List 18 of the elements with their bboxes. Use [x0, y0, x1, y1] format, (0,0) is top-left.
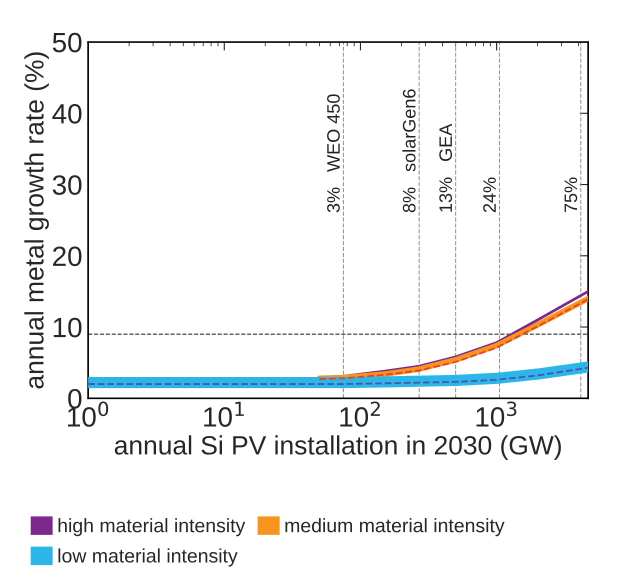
x-tick-label: 10$^{1}$ — [204, 402, 244, 427]
y-tick-label: 20 — [53, 246, 82, 266]
annotation: 3% WEO 450 — [327, 94, 340, 212]
x-tick-label: 10$^{2}$ — [340, 401, 380, 427]
annotation: 75% — [564, 178, 578, 212]
y-tick-label: 40 — [52, 104, 82, 124]
annotation: 24% — [483, 178, 496, 212]
y-tick-label: 30 — [52, 175, 82, 195]
annotation: 8% solarGen6 — [402, 89, 416, 212]
y-tick-label: 50 — [52, 32, 82, 52]
y-tick-label: 10 — [54, 318, 82, 338]
legend-label: high material intensity — [58, 518, 246, 536]
x-tick-label: 10$^{3}$ — [476, 401, 516, 427]
y-axis-title: annual metal growth rate (%) — [24, 52, 49, 388]
x-axis-title: annual Si PV installation in 2030 (GW) — [114, 435, 561, 460]
legend-label: low material intensity — [58, 548, 238, 566]
annotation: 13% GEA — [439, 124, 452, 212]
legend-label: medium material intensity — [285, 518, 505, 536]
